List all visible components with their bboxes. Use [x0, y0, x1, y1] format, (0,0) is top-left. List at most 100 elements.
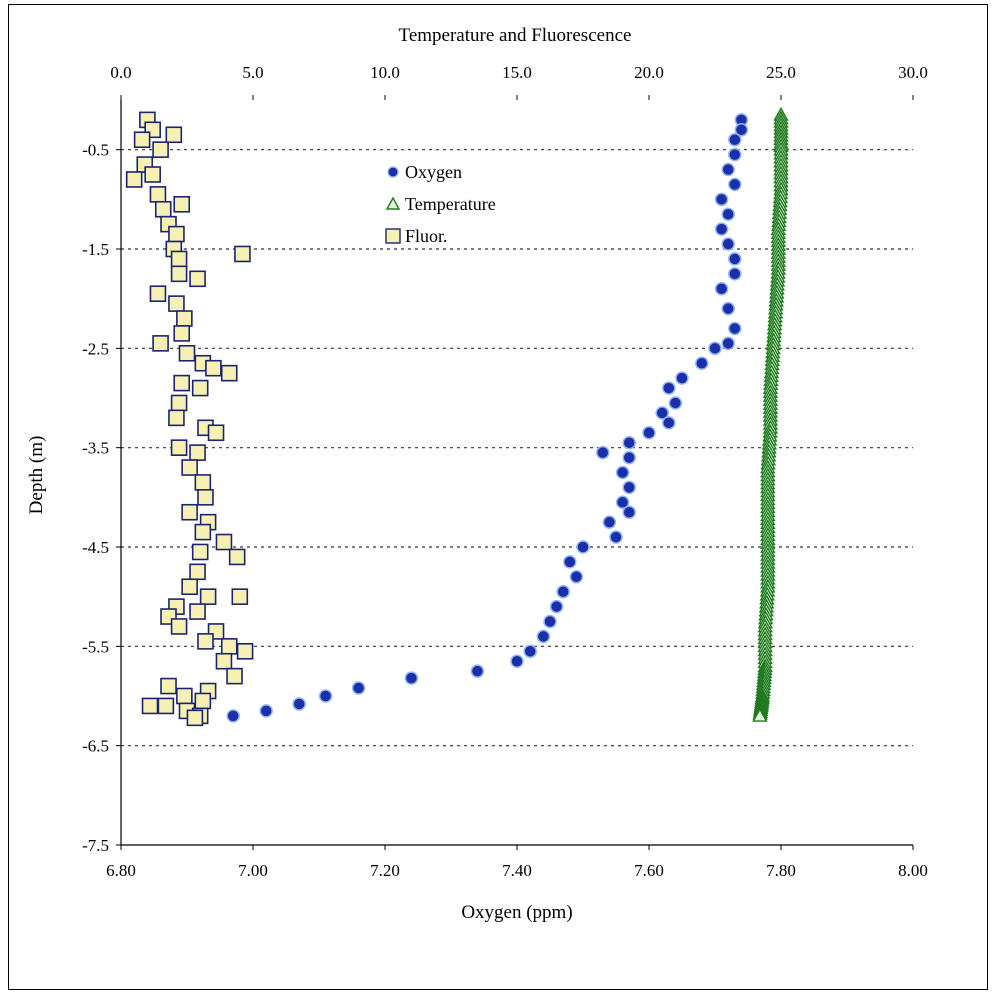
oxygen-point-20 [668, 396, 683, 410]
fluor-point-16 [170, 265, 188, 283]
legend-oxygen-icon [387, 166, 399, 178]
data-marks [125, 106, 789, 727]
fluor-point-26 [220, 364, 238, 382]
fluor-point-35 [181, 459, 198, 476]
oxygen-point-17 [695, 356, 709, 370]
oxygen-point-5 [728, 177, 742, 192]
fluor-point-55 [236, 642, 254, 660]
fluor-point-21 [173, 325, 191, 342]
fluor-point-2 [133, 131, 151, 149]
fluor-point-7 [125, 171, 143, 188]
oxygen-point-26 [622, 450, 636, 465]
fluor-point-63 [157, 697, 175, 715]
oxygen-point-11 [728, 267, 742, 281]
oxygen-point-9 [721, 237, 735, 251]
fluor-point-61 [194, 692, 212, 710]
legend-entry-0: Oxygen [387, 162, 462, 182]
fluor-point-34 [189, 444, 206, 461]
x-top-tick-label-0: 0.0 [110, 63, 131, 82]
legend: Oxygen Temperature Fluor. [385, 162, 496, 246]
fluor-point-25 [205, 359, 222, 377]
fluor-point-49 [189, 603, 206, 620]
oxygen-point-24 [622, 435, 636, 450]
oxygen-point-1 [734, 123, 749, 137]
oxygen-point-30 [622, 505, 636, 519]
oxygen-point-16 [708, 341, 722, 356]
y-axis-label: Depth (m) [26, 436, 47, 515]
fluor-point-10 [173, 196, 191, 213]
fluor-point-53 [197, 633, 214, 650]
fluor-point-66 [186, 709, 204, 727]
oxygen-point-23 [642, 426, 656, 440]
fluor-point-43 [228, 548, 246, 566]
x-bottom-tick-label-4: 7.60 [634, 861, 664, 880]
x-bottom-tick-label-6: 8.00 [898, 861, 928, 880]
y-tick-label-5: -5.5 [82, 637, 109, 656]
y-tick-label-7: -7.5 [82, 836, 109, 855]
oxygen-point-35 [569, 570, 584, 584]
fluor-point-19 [168, 295, 185, 312]
fluor-point-62 [141, 697, 159, 715]
fluor-point-36 [194, 474, 212, 491]
tick-labels: -0.5 -1.5 -2.5 -3.5 -4.5 -5.5 -6.5 -7.5 6.80 7.00… [82, 63, 928, 880]
fluor-point-51 [170, 618, 188, 635]
oxygen-point-43 [404, 671, 419, 685]
fluor-point-23 [178, 344, 196, 362]
oxygen-point-47 [259, 704, 273, 718]
fluor-point-15 [170, 250, 188, 268]
fluor-point-56 [215, 652, 233, 670]
fluor-point-27 [173, 374, 191, 392]
x-bottom-tick-label-0: 6.80 [106, 861, 136, 880]
fluor-point-29 [170, 394, 188, 412]
fluor-point-3 [165, 126, 183, 144]
x-top-tick-label-1: 5.0 [242, 63, 263, 82]
oxygen-point-12 [714, 281, 729, 296]
fluor-point-57 [226, 667, 243, 685]
fluor-point-60 [176, 687, 193, 705]
oxygen-point-10 [728, 252, 742, 266]
fluor-point-58 [160, 677, 177, 695]
chart-title: Temperature and Fluorescence [399, 25, 632, 46]
series-oxygen [226, 113, 749, 723]
fluor-point-32 [207, 424, 225, 442]
fluor-point-9 [154, 200, 172, 218]
oxygen-point-13 [721, 301, 735, 316]
oxygen-point-14 [728, 321, 742, 336]
fluor-point-22 [152, 335, 169, 352]
legend-label-1: Temperature [405, 194, 496, 214]
oxygen-point-40 [523, 644, 537, 659]
oxygen-point-29 [615, 495, 630, 510]
legend-temperature-icon [385, 196, 401, 210]
oxygen-point-22 [662, 416, 676, 430]
oxygen-point-39 [536, 629, 551, 644]
fluor-point-33 [170, 439, 188, 456]
series-fluor [125, 111, 254, 727]
y-tick-label-0: -0.5 [82, 141, 109, 160]
fluor-point-40 [194, 523, 212, 541]
x-bottom-tick-label-5: 7.80 [766, 861, 796, 880]
oxygen-point-27 [615, 465, 630, 480]
axes [116, 95, 914, 850]
x-top-tick-label-2: 10.0 [370, 63, 400, 82]
fluor-point-6 [144, 166, 161, 183]
series-temperature [752, 106, 789, 722]
oxygen-point-45 [318, 689, 333, 703]
temperature-point [752, 707, 768, 722]
fluor-point-46 [199, 588, 217, 605]
fluor-point-12 [168, 225, 185, 243]
oxygen-point-15 [721, 336, 735, 351]
oxygen-point-38 [543, 614, 557, 629]
y-tick-label-4: -4.5 [82, 538, 109, 557]
fluor-point-18 [149, 285, 167, 303]
oxygen-point-6 [714, 192, 729, 207]
fluor-point-20 [176, 310, 193, 327]
oxygen-point-8 [714, 222, 729, 236]
fluor-point-4 [152, 141, 169, 158]
legend-entry-2: Fluor. [385, 226, 448, 246]
oxygen-point-37 [549, 599, 564, 614]
fluor-point-30 [168, 409, 185, 427]
x-bottom-tick-label-1: 7.00 [238, 861, 268, 880]
y-tick-label-2: -2.5 [82, 339, 109, 358]
oxygen-point-7 [721, 207, 735, 221]
